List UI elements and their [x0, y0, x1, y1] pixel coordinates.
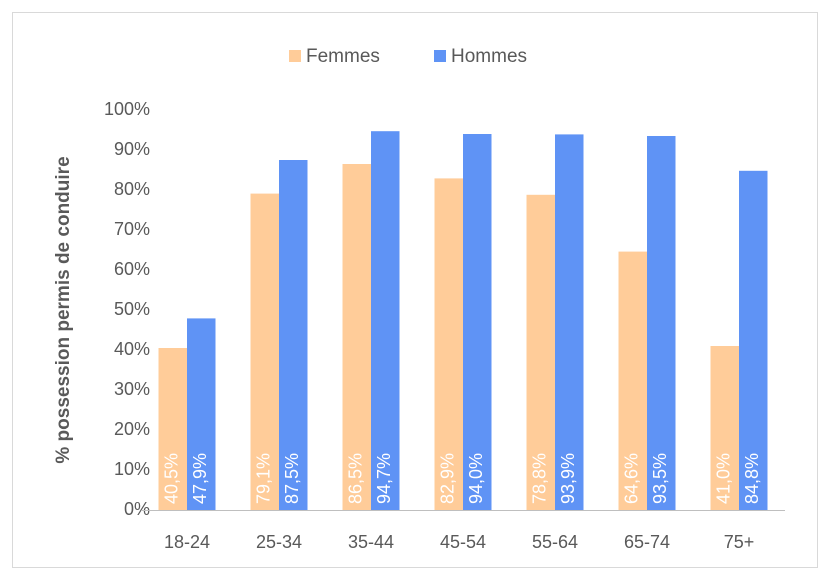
- bar: [555, 134, 584, 510]
- y-tick-label: 100%: [104, 99, 150, 119]
- y-tick-label: 30%: [114, 379, 150, 399]
- y-tick-label: 0%: [124, 499, 150, 519]
- data-label: 64,6%: [622, 453, 642, 504]
- legend-label: Hommes: [451, 46, 527, 67]
- data-label: 79,1%: [254, 453, 274, 504]
- data-label: 93,5%: [650, 453, 670, 504]
- x-tick-label: 18-24: [164, 532, 210, 552]
- x-tick-label: 45-54: [440, 532, 486, 552]
- y-tick-label: 50%: [114, 299, 150, 319]
- x-tick-label: 75+: [724, 532, 755, 552]
- data-label: 78,8%: [530, 453, 550, 504]
- data-label: 94,0%: [466, 453, 486, 504]
- bar: [434, 178, 463, 510]
- x-tick-label: 65-74: [624, 532, 670, 552]
- data-label: 82,9%: [438, 453, 458, 504]
- bar: [618, 251, 647, 510]
- bar: [187, 318, 216, 510]
- bar: [250, 193, 279, 510]
- bar: [342, 164, 371, 510]
- bar: [739, 170, 768, 511]
- x-tick-label: 35-44: [348, 532, 394, 552]
- data-label: 93,9%: [558, 453, 578, 504]
- data-label: 87,5%: [282, 453, 302, 504]
- y-tick-label: 60%: [114, 259, 150, 279]
- data-label: 94,7%: [374, 453, 394, 504]
- y-tick-label: 40%: [114, 339, 150, 359]
- legend-label: Femmes: [306, 46, 380, 67]
- y-tick-label: 10%: [114, 459, 150, 479]
- legend-swatch: [289, 50, 301, 62]
- data-label: 84,8%: [742, 453, 762, 504]
- y-tick-label: 70%: [114, 219, 150, 239]
- bar: [710, 346, 739, 510]
- chart-border: [12, 12, 818, 568]
- data-label: 86,5%: [346, 453, 366, 504]
- data-label: 40,5%: [162, 453, 182, 504]
- bar: [526, 194, 555, 511]
- bar: [158, 348, 187, 510]
- bar: [463, 134, 492, 510]
- bar: [647, 136, 676, 510]
- y-tick-label: 90%: [114, 139, 150, 159]
- y-tick-label: 80%: [114, 179, 150, 199]
- y-axis-title: % possession permis de conduire: [53, 156, 74, 463]
- data-label: 47,9%: [190, 453, 210, 504]
- bar: [371, 131, 400, 510]
- bar: [279, 160, 308, 510]
- x-tick-label: 25-34: [256, 532, 302, 552]
- legend-swatch: [434, 50, 446, 62]
- y-tick-label: 20%: [114, 419, 150, 439]
- data-label: 41,0%: [714, 453, 734, 504]
- x-tick-label: 55-64: [532, 532, 578, 552]
